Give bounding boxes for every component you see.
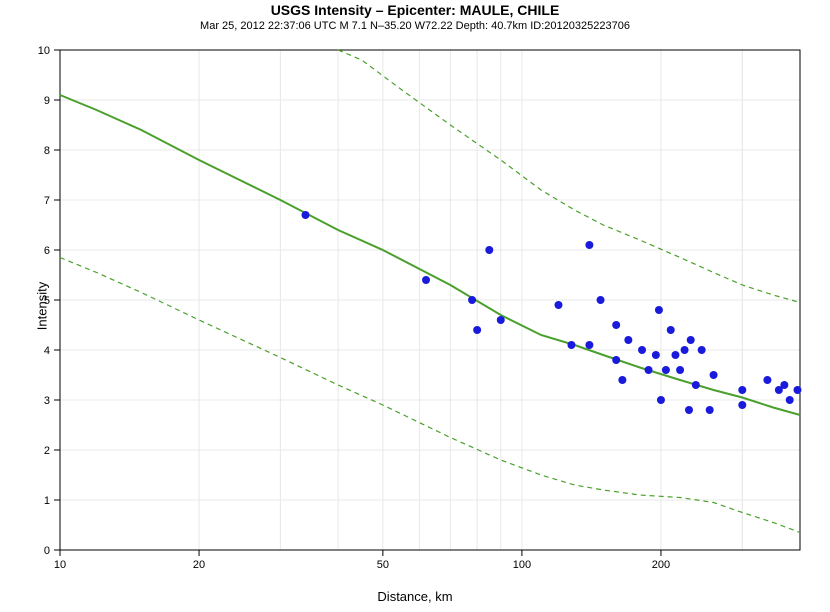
svg-text:1: 1 (44, 495, 50, 507)
svg-text:100: 100 (513, 559, 531, 571)
scatter-points (301, 211, 801, 414)
chart-grid (60, 50, 800, 550)
svg-text:20: 20 (193, 559, 205, 571)
svg-text:3: 3 (44, 395, 50, 407)
svg-text:6: 6 (44, 245, 50, 257)
svg-text:2: 2 (44, 445, 50, 457)
svg-text:0: 0 (44, 545, 50, 557)
svg-text:9: 9 (44, 95, 50, 107)
svg-text:7: 7 (44, 195, 50, 207)
intensity-vs-distance-chart: 10 20 50 100 200 0 1 2 3 4 5 6 7 8 9 10 (0, 0, 830, 612)
svg-text:4: 4 (44, 345, 50, 357)
svg-text:8: 8 (44, 145, 50, 157)
chart-axes (54, 50, 800, 556)
svg-text:10: 10 (38, 45, 50, 57)
svg-text:10: 10 (54, 559, 66, 571)
svg-text:5: 5 (44, 295, 50, 307)
tick-labels: 10 20 50 100 200 0 1 2 3 4 5 6 7 8 9 10 (38, 45, 670, 571)
attenuation-curves (60, 50, 800, 533)
svg-text:50: 50 (377, 559, 389, 571)
svg-text:200: 200 (652, 559, 670, 571)
